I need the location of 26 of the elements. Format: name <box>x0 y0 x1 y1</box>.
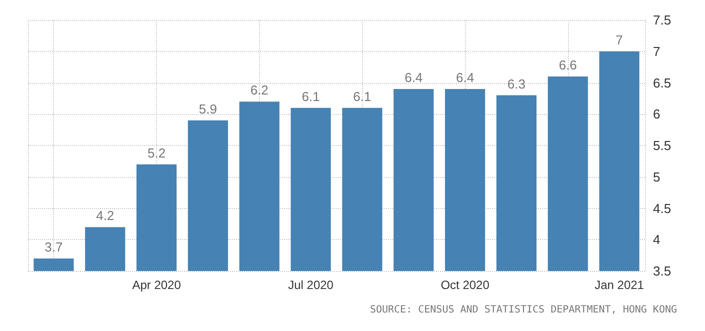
data-label: 6.4 <box>456 70 474 86</box>
x-tick-label: Apr 2020 <box>132 278 182 292</box>
data-label: 6.6 <box>558 57 577 72</box>
data-label: 6.1 <box>302 88 320 104</box>
data-label: 5.2 <box>148 145 166 160</box>
y-tick-label: 7.5 <box>653 12 672 28</box>
y-tick-label: 6.5 <box>653 75 672 90</box>
data-label: 4.2 <box>96 208 114 224</box>
data-label: 6.3 <box>507 76 526 92</box>
y-tick-label: 7 <box>653 44 660 59</box>
x-tick-label: Jan 2021 <box>594 278 644 292</box>
data-label: 7 <box>616 32 623 48</box>
data-label: 6.2 <box>250 82 268 98</box>
y-tick-label: 6 <box>653 106 660 122</box>
x-tick-label: Jul 2020 <box>288 278 334 292</box>
y-tick-label: 5 <box>653 169 660 184</box>
y-tick-label: 4.5 <box>653 200 672 216</box>
data-label: 6.1 <box>353 88 372 104</box>
y-tick-label: 3.5 <box>653 264 672 278</box>
data-label: 5.9 <box>198 101 217 116</box>
data-label: 6.4 <box>404 70 423 86</box>
x-tick-label: Oct 2020 <box>440 278 490 292</box>
y-tick-label: 5.5 <box>653 138 672 153</box>
y-tick-label: 4 <box>653 232 660 248</box>
source-note: SOURCE: CENSUS AND STATISTICS DEPARTMENT, HONG KONG <box>370 304 677 316</box>
data-label: 3.7 <box>44 239 63 254</box>
